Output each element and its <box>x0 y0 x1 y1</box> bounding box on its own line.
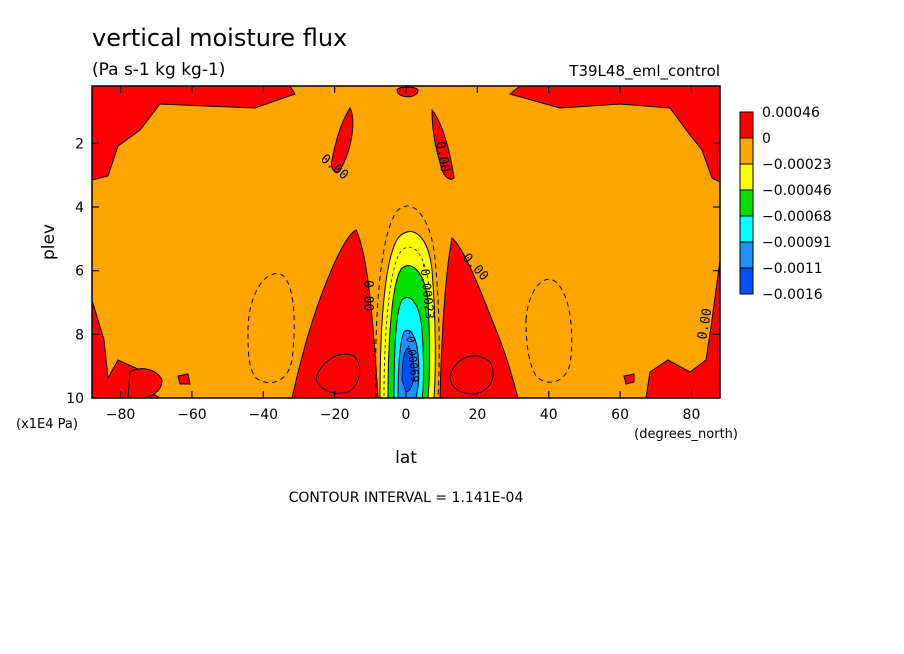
y-axis-title: plev <box>39 224 59 260</box>
x-tick-label: 40 <box>540 407 558 423</box>
chart-title: vertical moisture flux <box>92 24 347 52</box>
colorbar-label: −0.00046 <box>762 183 832 199</box>
colorbar-swatch <box>739 189 754 217</box>
colorbar-label: 0.00046 <box>762 105 820 121</box>
positive-blob-minus60 <box>177 373 191 385</box>
x-tick-label: 60 <box>611 407 629 423</box>
x-tick-label: −40 <box>248 407 278 423</box>
colorbar-label: −0.00023 <box>762 157 832 173</box>
contour-label-6: -0.00023 <box>417 261 437 320</box>
dashed-contour-north <box>525 278 573 383</box>
colorbar: 0.00046 0 −0.00023 −0.00046 −0.00068 −0.00091… <box>739 105 832 303</box>
colorbar-swatch <box>739 111 754 139</box>
positive-region-top-right <box>508 86 720 183</box>
colorbar-label: −0.0016 <box>762 287 823 303</box>
colorbar-label: 0 <box>762 131 771 147</box>
x-tick-label: −80 <box>106 407 136 423</box>
colorbar-label: −0.0011 <box>762 261 823 277</box>
y-axis-units: (x1E4 Pa) <box>16 417 78 432</box>
positive-blob-60 <box>623 373 635 385</box>
colorbar-label: −0.00068 <box>762 209 832 225</box>
y-tick-label: 4 <box>75 200 84 216</box>
contour-label-5: 0.00 <box>695 307 715 340</box>
x-tick-label: −60 <box>177 407 207 423</box>
x-tick-label: −20 <box>320 407 350 423</box>
dashed-contour-outer-equator <box>375 205 440 398</box>
contour-label-2: 0.00 <box>432 140 452 173</box>
dashed-contour-south <box>247 273 295 383</box>
x-axis-units: (degrees_north) <box>634 427 738 442</box>
colorbar-swatch <box>739 163 754 191</box>
y-tick-label: 6 <box>75 264 84 280</box>
contour-inner-north <box>449 355 494 395</box>
positive-lobe-north <box>439 237 519 398</box>
contour-inner-south <box>315 353 361 394</box>
x-tick-label: 20 <box>468 407 486 423</box>
colorbar-swatch <box>739 241 754 269</box>
colorbar-label: −0.00091 <box>762 235 832 251</box>
x-axis-title: lat <box>395 448 417 468</box>
colorbar-swatch <box>739 215 754 243</box>
axis-ticks: −80 −60 −40 −20 0 20 40 60 80 2 4 6 8 10 <box>66 86 720 423</box>
positive-region-top-center <box>396 86 419 98</box>
negative-core-deepblue <box>401 347 415 393</box>
chart-subtitle: (Pa s-1 kg kg-1) <box>92 60 225 80</box>
positive-region-top-left <box>92 86 296 181</box>
y-tick-label: 10 <box>66 391 84 407</box>
positive-tongue-right <box>431 108 455 180</box>
experiment-label: T39L48_eml_control <box>568 62 720 81</box>
y-tick-label: 8 <box>75 327 84 343</box>
x-tick-label: 0 <box>402 407 411 423</box>
colorbar-swatch <box>739 267 754 295</box>
positive-region-lower-right <box>645 259 720 398</box>
y-tick-label: 2 <box>75 136 84 152</box>
contour-label-3: 0.00 <box>360 280 375 311</box>
contour-label-7: -0.00069 <box>403 329 421 383</box>
dashed-contour-core <box>383 246 431 397</box>
positive-tongue-left <box>331 106 354 173</box>
colorbar-swatch <box>739 137 754 165</box>
contour-field <box>92 86 720 398</box>
x-tick-label: 80 <box>683 407 701 423</box>
contour-interval: CONTOUR INTERVAL = 1.141E-04 <box>289 490 524 506</box>
positive-lobe-south <box>291 229 379 398</box>
